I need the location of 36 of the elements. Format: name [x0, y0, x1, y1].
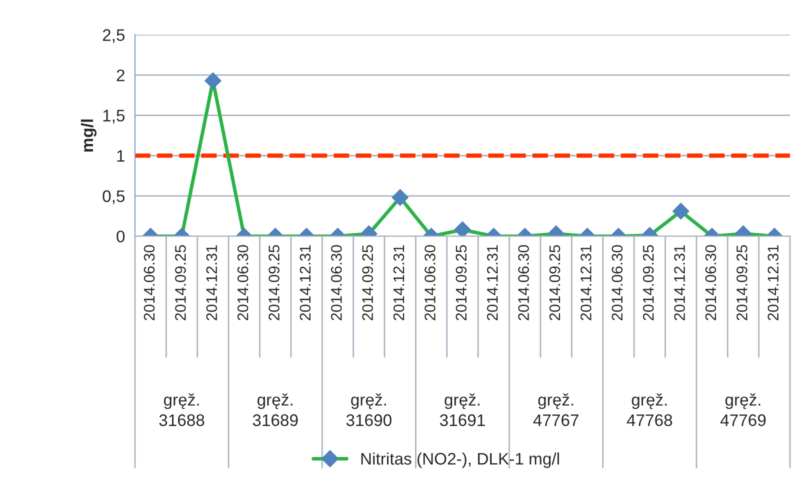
legend-label: Nitritas (NO2-), DLK-1 mg/l: [361, 452, 559, 468]
x-tick-label: 2014.06.30: [424, 245, 436, 320]
y-tick-label: 1: [117, 150, 124, 162]
x-tick-label: 2014.12.31: [393, 245, 404, 320]
text: gręž. 47769: [720, 393, 766, 426]
x-tick-label: 2014.09.25: [175, 245, 186, 320]
x-tick-label: 2014.09.25: [642, 245, 654, 320]
text: gręž. 31689: [252, 393, 298, 426]
x-tick-label: 2014.12.31: [206, 245, 218, 320]
x-tick-label: 2014.12.31: [300, 245, 311, 320]
x-tick-label: 2014.06.30: [237, 245, 248, 320]
y-tick-label: 2,5: [102, 29, 125, 43]
x-tick-label: 2014.09.25: [456, 245, 467, 320]
y-tick-label: 0,5: [102, 190, 125, 204]
x-tick-label: 2014.06.30: [705, 245, 716, 320]
y-axis-title: mg/l: [80, 120, 97, 152]
x-tick-label: 2014.06.30: [612, 245, 623, 320]
x-tick-label: 2014.12.31: [674, 245, 685, 320]
y-tick-label: 2: [116, 69, 124, 82]
x-tick-label: 2014.09.25: [736, 245, 748, 320]
x-tick-label: 2014.09.25: [268, 245, 280, 320]
text: gręž. 31691: [440, 393, 485, 426]
x-tick-label: 2014.09.25: [362, 245, 374, 320]
text: gręž. 47768: [626, 393, 672, 426]
text: gręž. 31690: [346, 393, 392, 426]
text: gręž. 47767: [533, 393, 578, 426]
text: gręž. 31688: [159, 393, 204, 426]
x-tick-label: 2014.06.30: [144, 245, 155, 320]
x-tick-label: 2014.12.31: [486, 245, 498, 320]
x-tick-label: 2014.12.31: [768, 245, 779, 320]
x-tick-label: 2014.06.30: [331, 245, 342, 320]
x-tick-label: 2014.06.30: [518, 245, 529, 320]
y-tick-label: 1,5: [103, 110, 125, 124]
x-tick-label: 2014.09.25: [549, 245, 560, 320]
x-tick-label: 2014.12.31: [580, 245, 592, 320]
y-tick-label: 0: [116, 230, 125, 242]
